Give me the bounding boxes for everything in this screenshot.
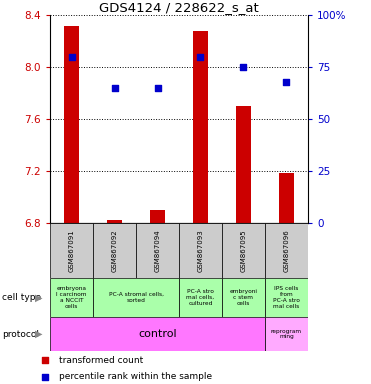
Bar bbox=[179, 278, 222, 317]
Bar bbox=[93, 278, 179, 317]
Bar bbox=[279, 174, 294, 223]
Bar bbox=[236, 106, 251, 223]
Title: GDS4124 / 228622_s_at: GDS4124 / 228622_s_at bbox=[99, 1, 259, 14]
Text: percentile rank within the sample: percentile rank within the sample bbox=[59, 372, 212, 381]
Point bbox=[283, 79, 289, 85]
Text: GSM867092: GSM867092 bbox=[112, 229, 118, 272]
Bar bbox=[50, 223, 93, 278]
Text: embryona
l carcinom
a NCCIT
cells: embryona l carcinom a NCCIT cells bbox=[56, 286, 87, 309]
Point bbox=[69, 54, 75, 60]
Bar bbox=[265, 278, 308, 317]
Text: reprogram
ming: reprogram ming bbox=[271, 329, 302, 339]
Text: GSM867093: GSM867093 bbox=[197, 229, 204, 272]
Text: GSM867096: GSM867096 bbox=[283, 229, 289, 272]
Text: GSM867094: GSM867094 bbox=[154, 229, 161, 272]
Bar bbox=[193, 31, 208, 223]
Point bbox=[155, 85, 161, 91]
Text: ▶: ▶ bbox=[35, 293, 43, 303]
Bar bbox=[150, 210, 165, 223]
Bar bbox=[179, 223, 222, 278]
Bar bbox=[265, 223, 308, 278]
Text: transformed count: transformed count bbox=[59, 356, 143, 365]
Point bbox=[240, 64, 246, 70]
Bar bbox=[222, 278, 265, 317]
Text: cell type: cell type bbox=[2, 293, 41, 302]
Point bbox=[277, 151, 283, 157]
Bar bbox=[265, 317, 308, 351]
Text: GSM867095: GSM867095 bbox=[240, 229, 246, 272]
Text: protocol: protocol bbox=[2, 329, 39, 339]
Text: GSM867091: GSM867091 bbox=[69, 229, 75, 272]
Bar bbox=[50, 317, 265, 351]
Bar bbox=[50, 278, 93, 317]
Text: PC-A stro
mal cells,
cultured: PC-A stro mal cells, cultured bbox=[187, 289, 214, 306]
Bar bbox=[93, 223, 136, 278]
Point bbox=[197, 54, 203, 60]
Point bbox=[277, 300, 283, 306]
Bar bbox=[107, 220, 122, 223]
Bar bbox=[136, 223, 179, 278]
Bar bbox=[64, 26, 79, 223]
Text: PC-A stromal cells,
sorted: PC-A stromal cells, sorted bbox=[109, 292, 164, 303]
Text: IPS cells
from
PC-A stro
mal cells: IPS cells from PC-A stro mal cells bbox=[273, 286, 300, 309]
Text: embryoni
c stem
cells: embryoni c stem cells bbox=[230, 289, 257, 306]
Point bbox=[112, 85, 118, 91]
Text: control: control bbox=[138, 329, 177, 339]
Text: ▶: ▶ bbox=[35, 329, 43, 339]
Bar bbox=[222, 223, 265, 278]
